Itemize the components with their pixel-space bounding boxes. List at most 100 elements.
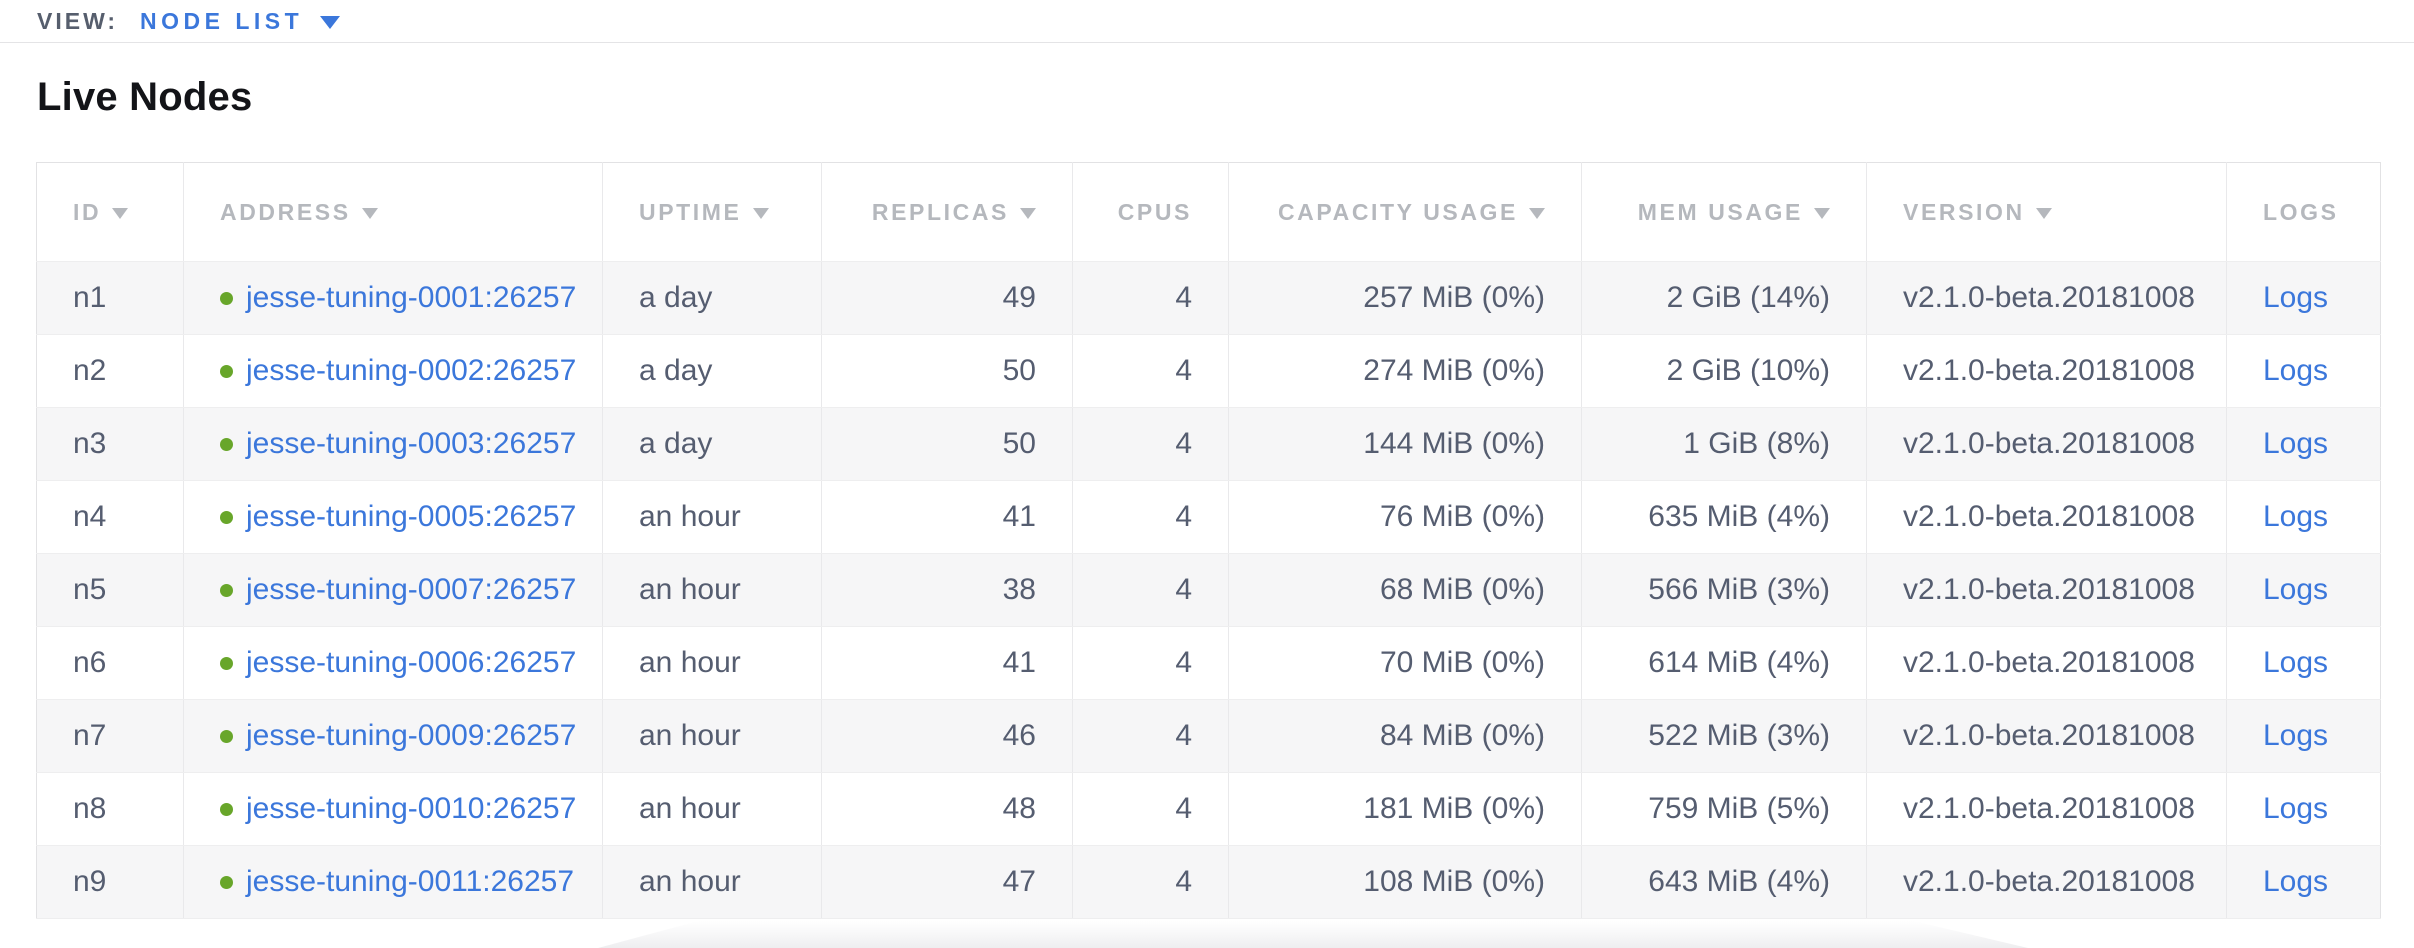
node-uptime-cell: an hour — [602, 553, 822, 627]
column-header-capacity[interactable]: CAPACITY USAGE — [1228, 162, 1582, 262]
node-address-link[interactable]: jesse-tuning-0002:26257 — [246, 354, 577, 387]
node-capacity-cell: 76 MiB (0%) — [1228, 480, 1582, 554]
logs-link[interactable]: Logs — [2263, 792, 2329, 825]
logs-link[interactable]: Logs — [2263, 427, 2329, 460]
node-address-link[interactable]: jesse-tuning-0001:26257 — [246, 281, 577, 314]
column-header-logs: LOGS — [2226, 162, 2381, 262]
node-row-n2: n2 jesse-tuning-0002:26257 a day 50 4 274 MiB… — [36, 334, 2381, 408]
column-header-uptime[interactable]: UPTIME — [602, 162, 822, 262]
node-version-cell: v2.1.0-beta.20181008 — [1866, 407, 2227, 481]
node-id-cell: n9 — [36, 845, 184, 919]
node-cpus-cell: 4 — [1072, 334, 1229, 408]
column-label: ADDRESS — [220, 198, 351, 225]
node-address-link[interactable]: jesse-tuning-0007:26257 — [246, 573, 577, 606]
node-version-cell: v2.1.0-beta.20181008 — [1866, 334, 2227, 408]
node-uptime-cell: an hour — [602, 772, 822, 846]
node-replicas-cell: 41 — [821, 480, 1073, 554]
column-header-id[interactable]: ID — [36, 162, 184, 262]
logs-link[interactable]: Logs — [2263, 719, 2329, 752]
node-version-cell: v2.1.0-beta.20181008 — [1866, 553, 2227, 627]
node-mem-cell: 2 GiB (10%) — [1581, 334, 1867, 408]
node-status-dot — [220, 365, 233, 378]
node-address-cell: jesse-tuning-0001:26257 — [183, 261, 603, 335]
node-id-cell: n8 — [36, 772, 184, 846]
column-label: CAPACITY USAGE — [1277, 198, 1518, 225]
node-version-cell: v2.1.0-beta.20181008 — [1866, 261, 2227, 335]
column-label: REPLICAS — [871, 198, 1009, 225]
node-mem-cell: 566 MiB (3%) — [1581, 553, 1867, 627]
node-address-link[interactable]: jesse-tuning-0005:26257 — [246, 500, 577, 533]
node-cpus-cell: 4 — [1072, 407, 1229, 481]
node-id-cell: n2 — [36, 334, 184, 408]
node-mem-cell: 1 GiB (8%) — [1581, 407, 1867, 481]
column-header-mem[interactable]: MEM USAGE — [1581, 162, 1867, 262]
node-id-cell: n4 — [36, 480, 184, 554]
column-label: ID — [73, 198, 102, 225]
node-version-cell: v2.1.0-beta.20181008 — [1866, 626, 2227, 700]
node-logs-cell: Logs — [2226, 772, 2381, 846]
node-cpus-cell: 4 — [1072, 626, 1229, 700]
node-cpus-cell: 4 — [1072, 480, 1229, 554]
node-address-link[interactable]: jesse-tuning-0006:26257 — [246, 646, 577, 679]
bottom-shadow — [598, 921, 2028, 948]
column-label: CPUS — [1117, 198, 1192, 225]
column-header-replicas[interactable]: REPLICAS — [821, 162, 1073, 262]
node-logs-cell: Logs — [2226, 553, 2381, 627]
node-version-cell: v2.1.0-beta.20181008 — [1866, 699, 2227, 773]
node-id-cell: n7 — [36, 699, 184, 773]
node-logs-cell: Logs — [2226, 261, 2381, 335]
node-address-link[interactable]: jesse-tuning-0010:26257 — [246, 792, 577, 825]
logs-link[interactable]: Logs — [2263, 646, 2329, 679]
node-row-n4: n4 jesse-tuning-0005:26257 an hour 41 4 76 Mi… — [36, 480, 2381, 554]
node-address-cell: jesse-tuning-0011:26257 — [183, 845, 603, 919]
node-uptime-cell: an hour — [602, 845, 822, 919]
node-status-dot — [220, 511, 233, 524]
node-address-cell: jesse-tuning-0002:26257 — [183, 334, 603, 408]
logs-link[interactable]: Logs — [2263, 354, 2329, 387]
node-address-cell: jesse-tuning-0005:26257 — [183, 480, 603, 554]
sort-descending-icon — [1020, 207, 1036, 219]
column-label: MEM USAGE — [1637, 198, 1803, 225]
node-address-cell: jesse-tuning-0009:26257 — [183, 699, 603, 773]
node-status-dot — [220, 657, 233, 670]
node-uptime-cell: a day — [602, 334, 822, 408]
column-header-version[interactable]: VERSION — [1866, 162, 2227, 262]
node-address-link[interactable]: jesse-tuning-0003:26257 — [246, 427, 577, 460]
logs-link[interactable]: Logs — [2263, 865, 2329, 898]
node-uptime-cell: a day — [602, 407, 822, 481]
node-replicas-cell: 47 — [821, 845, 1073, 919]
node-cpus-cell: 4 — [1072, 772, 1229, 846]
node-uptime-cell: an hour — [602, 480, 822, 554]
logs-link[interactable]: Logs — [2263, 500, 2329, 533]
view-dropdown-value: NODE LIST — [140, 7, 304, 34]
logs-link[interactable]: Logs — [2263, 281, 2329, 314]
sort-descending-icon — [361, 207, 378, 219]
node-replicas-cell: 50 — [821, 334, 1073, 408]
node-id-cell: n5 — [36, 553, 184, 627]
node-cpus-cell: 4 — [1072, 553, 1229, 627]
node-address-cell: jesse-tuning-0003:26257 — [183, 407, 603, 481]
node-address-link[interactable]: jesse-tuning-0009:26257 — [246, 719, 577, 752]
node-row-n9: n9 jesse-tuning-0011:26257 an hour 47 4 108 M… — [36, 845, 2381, 919]
node-cpus-cell: 4 — [1072, 845, 1229, 919]
node-mem-cell: 522 MiB (3%) — [1581, 699, 1867, 773]
logs-link[interactable]: Logs — [2263, 573, 2329, 606]
view-label: VIEW: — [37, 7, 119, 34]
chevron-down-icon — [320, 16, 341, 29]
node-replicas-cell: 48 — [821, 772, 1073, 846]
node-cpus-cell: 4 — [1072, 261, 1229, 335]
sort-descending-icon — [1814, 207, 1830, 219]
node-mem-cell: 643 MiB (4%) — [1581, 845, 1867, 919]
node-version-cell: v2.1.0-beta.20181008 — [1866, 772, 2227, 846]
node-capacity-cell: 84 MiB (0%) — [1228, 699, 1582, 773]
view-dropdown[interactable]: NODE LIST — [140, 7, 341, 35]
node-address-link[interactable]: jesse-tuning-0011:26257 — [246, 865, 575, 898]
node-mem-cell: 635 MiB (4%) — [1581, 480, 1867, 554]
node-address-cell: jesse-tuning-0007:26257 — [183, 553, 603, 627]
node-logs-cell: Logs — [2226, 407, 2381, 481]
column-label: VERSION — [1903, 198, 2025, 225]
column-header-address[interactable]: ADDRESS — [183, 162, 603, 262]
node-row-n7: n7 jesse-tuning-0009:26257 an hour 46 4 84 Mi… — [36, 699, 2381, 773]
sort-descending-icon — [1529, 207, 1545, 219]
